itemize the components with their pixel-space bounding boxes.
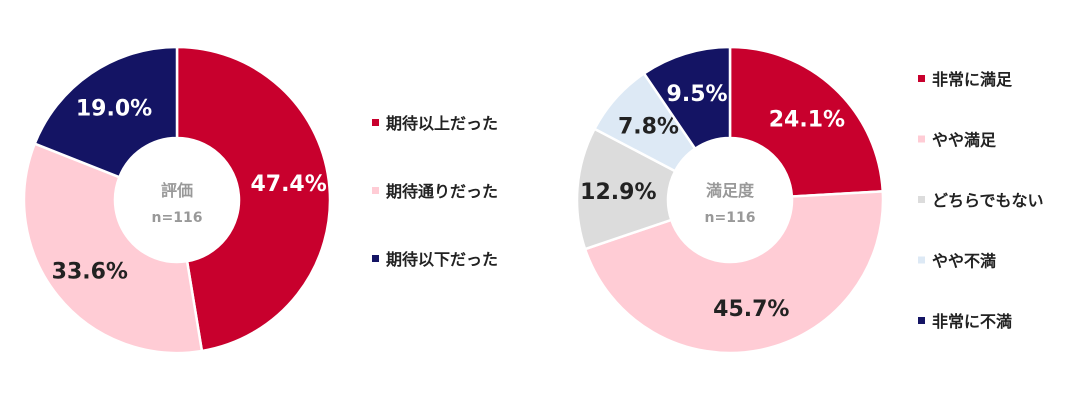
legend-label: やや不満 bbox=[932, 252, 996, 271]
slice-1 bbox=[728, 45, 885, 198]
slice-label: 24.1% bbox=[769, 108, 845, 133]
slice-label: 19.0% bbox=[76, 96, 152, 121]
slice-label: 45.7% bbox=[713, 297, 789, 322]
center-title: 満足度 bbox=[706, 181, 755, 200]
legend-swatch bbox=[372, 119, 379, 126]
slice-label: 12.9% bbox=[580, 180, 656, 205]
legend-label: 非常に不満 bbox=[932, 312, 1012, 331]
legend-swatch bbox=[372, 187, 379, 194]
legend-swatch bbox=[918, 196, 925, 203]
slice-label: 33.6% bbox=[52, 259, 128, 284]
slice-2 bbox=[583, 190, 885, 355]
legend-swatch bbox=[918, 317, 925, 324]
legend-swatch bbox=[918, 256, 925, 264]
slice-label: 7.8% bbox=[618, 114, 679, 139]
legend-swatch bbox=[918, 75, 925, 82]
legend-label: どちらでもない bbox=[932, 191, 1044, 210]
legend-swatch bbox=[372, 255, 379, 262]
legend-label: やや満足 bbox=[932, 131, 997, 150]
legend-label: 非常に満足 bbox=[932, 70, 1013, 89]
legend-label: 期待以上だった bbox=[386, 114, 498, 133]
center-title: 評価 bbox=[161, 181, 193, 200]
slice-1 bbox=[175, 45, 332, 353]
center-n: n=116 bbox=[705, 210, 756, 226]
slice-5 bbox=[642, 45, 732, 151]
slice-2 bbox=[22, 142, 204, 355]
center-n: n=116 bbox=[152, 210, 203, 226]
donut-chart-satisfaction: 24.1% 45.7% 12.9% 7.8% 9.5% 満足度 n=116 bbox=[575, 45, 885, 355]
legend-label: 期待通りだった bbox=[386, 182, 498, 201]
slice-label: 47.4% bbox=[250, 172, 326, 197]
slice-3 bbox=[33, 45, 179, 179]
slice-label: 9.5% bbox=[667, 82, 728, 107]
legend-label: 期待以下だった bbox=[386, 250, 498, 269]
donut-chart-evaluation: 47.4% 33.6% 19.0% 評価 n=116 bbox=[22, 45, 332, 355]
legend-swatch bbox=[918, 135, 925, 143]
